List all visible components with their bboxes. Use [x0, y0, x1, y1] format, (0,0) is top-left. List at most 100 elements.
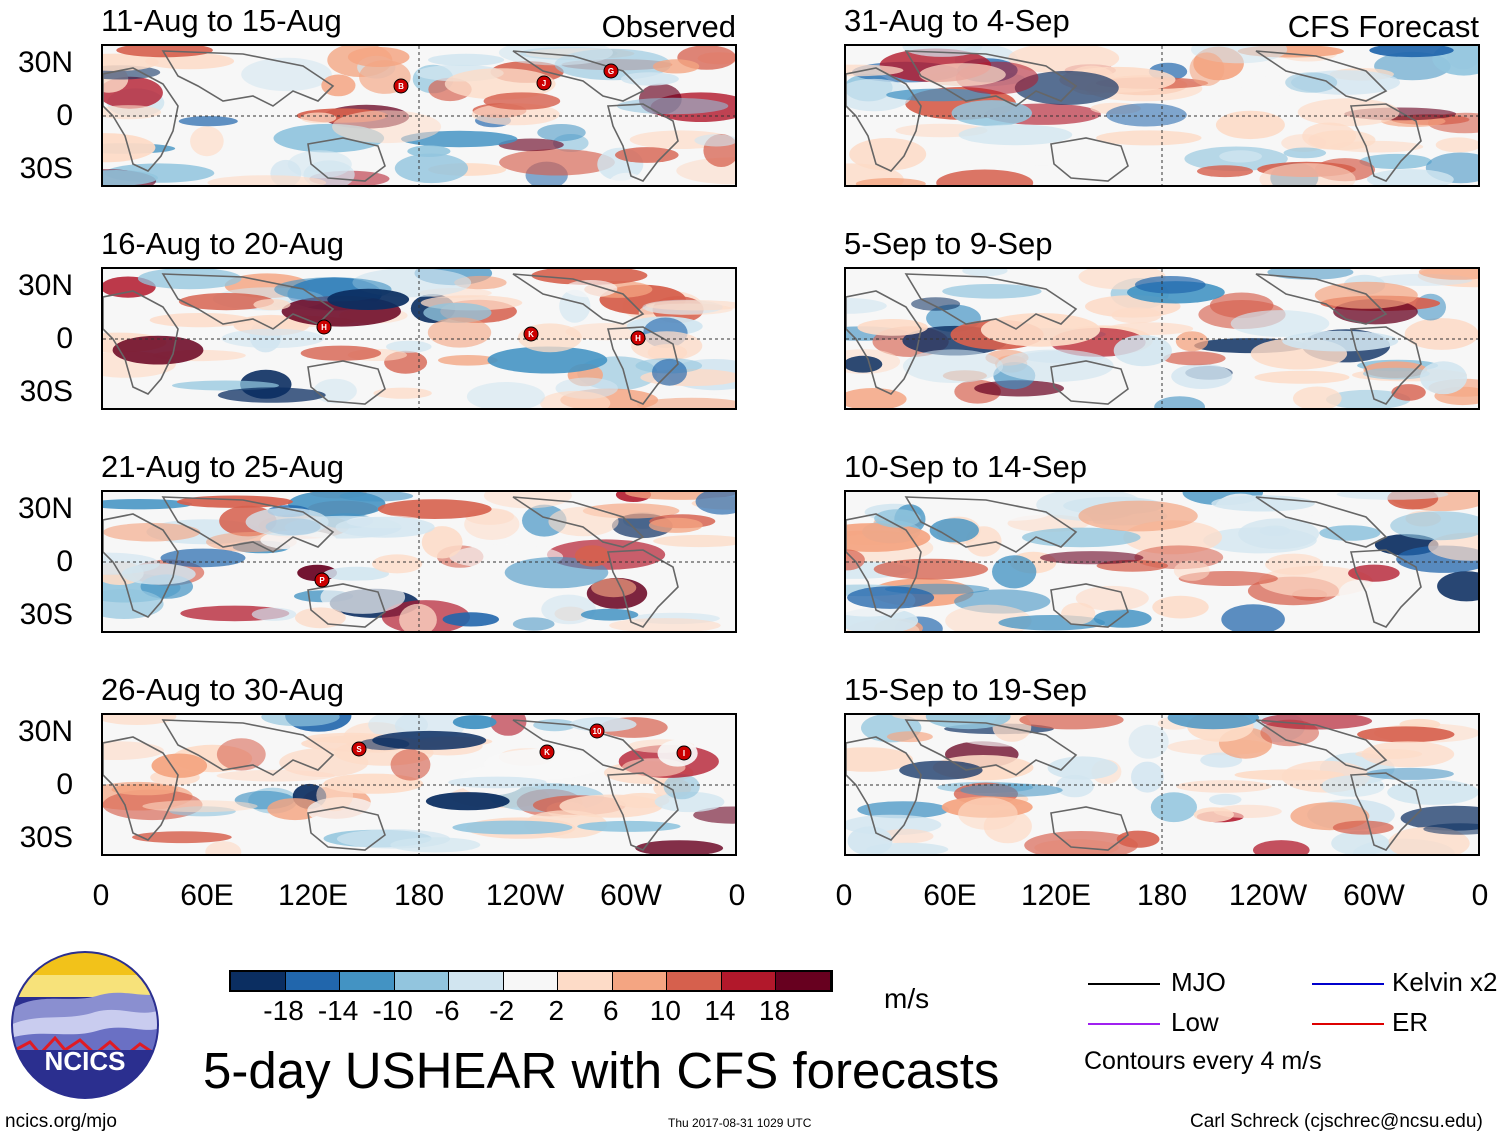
- lat-label: 30N: [3, 494, 73, 524]
- lat-label: 30S: [3, 377, 73, 407]
- shear-anomaly-blob: [1114, 335, 1172, 366]
- shear-anomaly-blob: [1197, 165, 1253, 177]
- shear-anomaly-blob: [959, 124, 1073, 145]
- shear-anomaly-blob: [1163, 351, 1225, 365]
- shear-anomaly-blob: [911, 297, 960, 310]
- shear-anomaly-blob: [246, 508, 329, 536]
- shear-anomaly-blob: [316, 779, 353, 811]
- map-panel-6: [844, 267, 1480, 410]
- shear-anomaly-blob: [1209, 794, 1241, 805]
- shear-anomaly-blob: [919, 63, 1006, 86]
- lon-label: 120E: [996, 881, 1116, 911]
- shear-anomaly-blob: [1174, 561, 1210, 581]
- shear-anomaly-blob: [992, 555, 1036, 588]
- shear-anomaly-blob: [1333, 821, 1394, 835]
- storm-marker: 10: [590, 724, 604, 738]
- svg-text:B: B: [398, 82, 404, 91]
- contours-note: Contours every 4 m/s: [1084, 1048, 1322, 1074]
- low-legend-line: [1088, 1023, 1160, 1025]
- shear-anomaly-blob: [484, 92, 561, 109]
- shear-anomaly-blob: [222, 329, 325, 348]
- shear-anomaly-blob: [1284, 148, 1327, 159]
- shear-anomaly-blob: [1387, 780, 1478, 805]
- svg-text:H: H: [321, 323, 327, 332]
- lon-label: 0: [1420, 881, 1510, 911]
- lon-label: 120E: [253, 881, 373, 911]
- shear-anomaly-blob: [1298, 98, 1400, 126]
- shear-anomaly-blob: [448, 777, 547, 789]
- shear-anomaly-blob: [1219, 150, 1262, 162]
- shear-anomaly-blob: [372, 554, 422, 573]
- shear-anomaly-blob: [1339, 580, 1381, 606]
- colorbar-tick-label: -6: [417, 997, 477, 1025]
- shear-anomaly-blob: [849, 138, 926, 171]
- shear-anomaly-blob: [1255, 371, 1350, 384]
- shear-anomaly-blob: [217, 770, 335, 782]
- shear-anomaly-blob: [453, 715, 497, 729]
- panel-title-7: 10-Sep to 14-Sep: [844, 451, 1087, 482]
- shear-anomaly-blob: [1363, 368, 1430, 380]
- colorbar: [229, 970, 833, 992]
- colorbar-tick-label: 18: [744, 997, 804, 1025]
- shear-anomaly-blob: [564, 280, 617, 297]
- svg-text:K: K: [544, 748, 550, 757]
- colorbar-swatch: [722, 972, 777, 990]
- shear-anomaly-blob: [1391, 384, 1425, 401]
- shear-anomaly-blob: [958, 797, 1018, 830]
- storm-marker: S: [352, 742, 366, 756]
- colorbar-swatch: [395, 972, 450, 990]
- shear-anomaly-blob: [537, 124, 585, 141]
- shear-anomaly-blob: [252, 608, 297, 621]
- colorbar-units: m/s: [884, 983, 929, 1015]
- shear-anomaly-blob: [1151, 792, 1197, 822]
- colorbar-tick-label: -2: [472, 997, 532, 1025]
- map-panel-1: BJG: [101, 44, 737, 187]
- colorbar-swatch: [449, 972, 504, 990]
- colorbar-swatch: [504, 972, 559, 990]
- map-panel-3: P: [101, 490, 737, 633]
- figure-title: 5-day USHEAR with CFS forecasts: [203, 1043, 999, 1099]
- shear-anomaly-blob: [332, 110, 441, 143]
- shear-anomaly-blob: [288, 150, 352, 178]
- shear-anomaly-blob: [113, 336, 204, 365]
- lon-label: 180: [1102, 881, 1222, 911]
- shear-anomaly-blob: [1176, 780, 1272, 793]
- lon-label: 0: [784, 881, 904, 911]
- lon-label: 120W: [465, 881, 585, 911]
- shear-anomaly-blob: [989, 154, 1096, 165]
- kelvin-legend-line: [1312, 983, 1384, 985]
- shear-anomaly-blob: [1152, 596, 1208, 619]
- lat-label: 0: [3, 770, 73, 800]
- shear-anomaly-blob: [981, 313, 1100, 347]
- er-legend-label: ER: [1392, 1009, 1428, 1035]
- lon-label: 60E: [890, 881, 1010, 911]
- shear-anomaly-blob: [1235, 769, 1345, 780]
- colorbar-swatch: [667, 972, 722, 990]
- shear-anomaly-blob: [301, 113, 337, 124]
- er-legend-line: [1312, 1023, 1384, 1025]
- shear-anomaly-blob: [960, 784, 1062, 797]
- lat-label: 30N: [3, 717, 73, 747]
- shear-anomaly-blob: [152, 754, 208, 778]
- shear-anomaly-blob: [1171, 364, 1232, 389]
- shear-anomaly-blob: [190, 126, 224, 156]
- shear-anomaly-blob: [513, 617, 555, 630]
- shear-anomaly-blob: [899, 761, 982, 780]
- lon-label: 60W: [571, 881, 691, 911]
- shear-anomaly-blob: [1216, 111, 1285, 139]
- panel-title-5: 31-Aug to 4-Sep: [844, 5, 1070, 36]
- footer-url[interactable]: ncics.org/mjo: [5, 1111, 117, 1133]
- map-panel-2: HKH: [101, 267, 737, 410]
- lat-label: 0: [3, 101, 73, 131]
- shear-anomaly-blob: [1302, 123, 1356, 150]
- storm-marker: J: [537, 76, 551, 90]
- shear-anomaly-blob: [1285, 72, 1337, 93]
- shear-anomaly-blob: [372, 731, 486, 750]
- shear-anomaly-blob: [395, 154, 468, 184]
- shear-anomaly-blob: [407, 145, 450, 157]
- map-panel-8: [844, 713, 1480, 856]
- lat-label: 0: [3, 547, 73, 577]
- panel-title-2: 16-Aug to 20-Aug: [101, 228, 344, 259]
- shear-anomaly-blob: [621, 72, 679, 85]
- low-legend-label: Low: [1171, 1009, 1219, 1035]
